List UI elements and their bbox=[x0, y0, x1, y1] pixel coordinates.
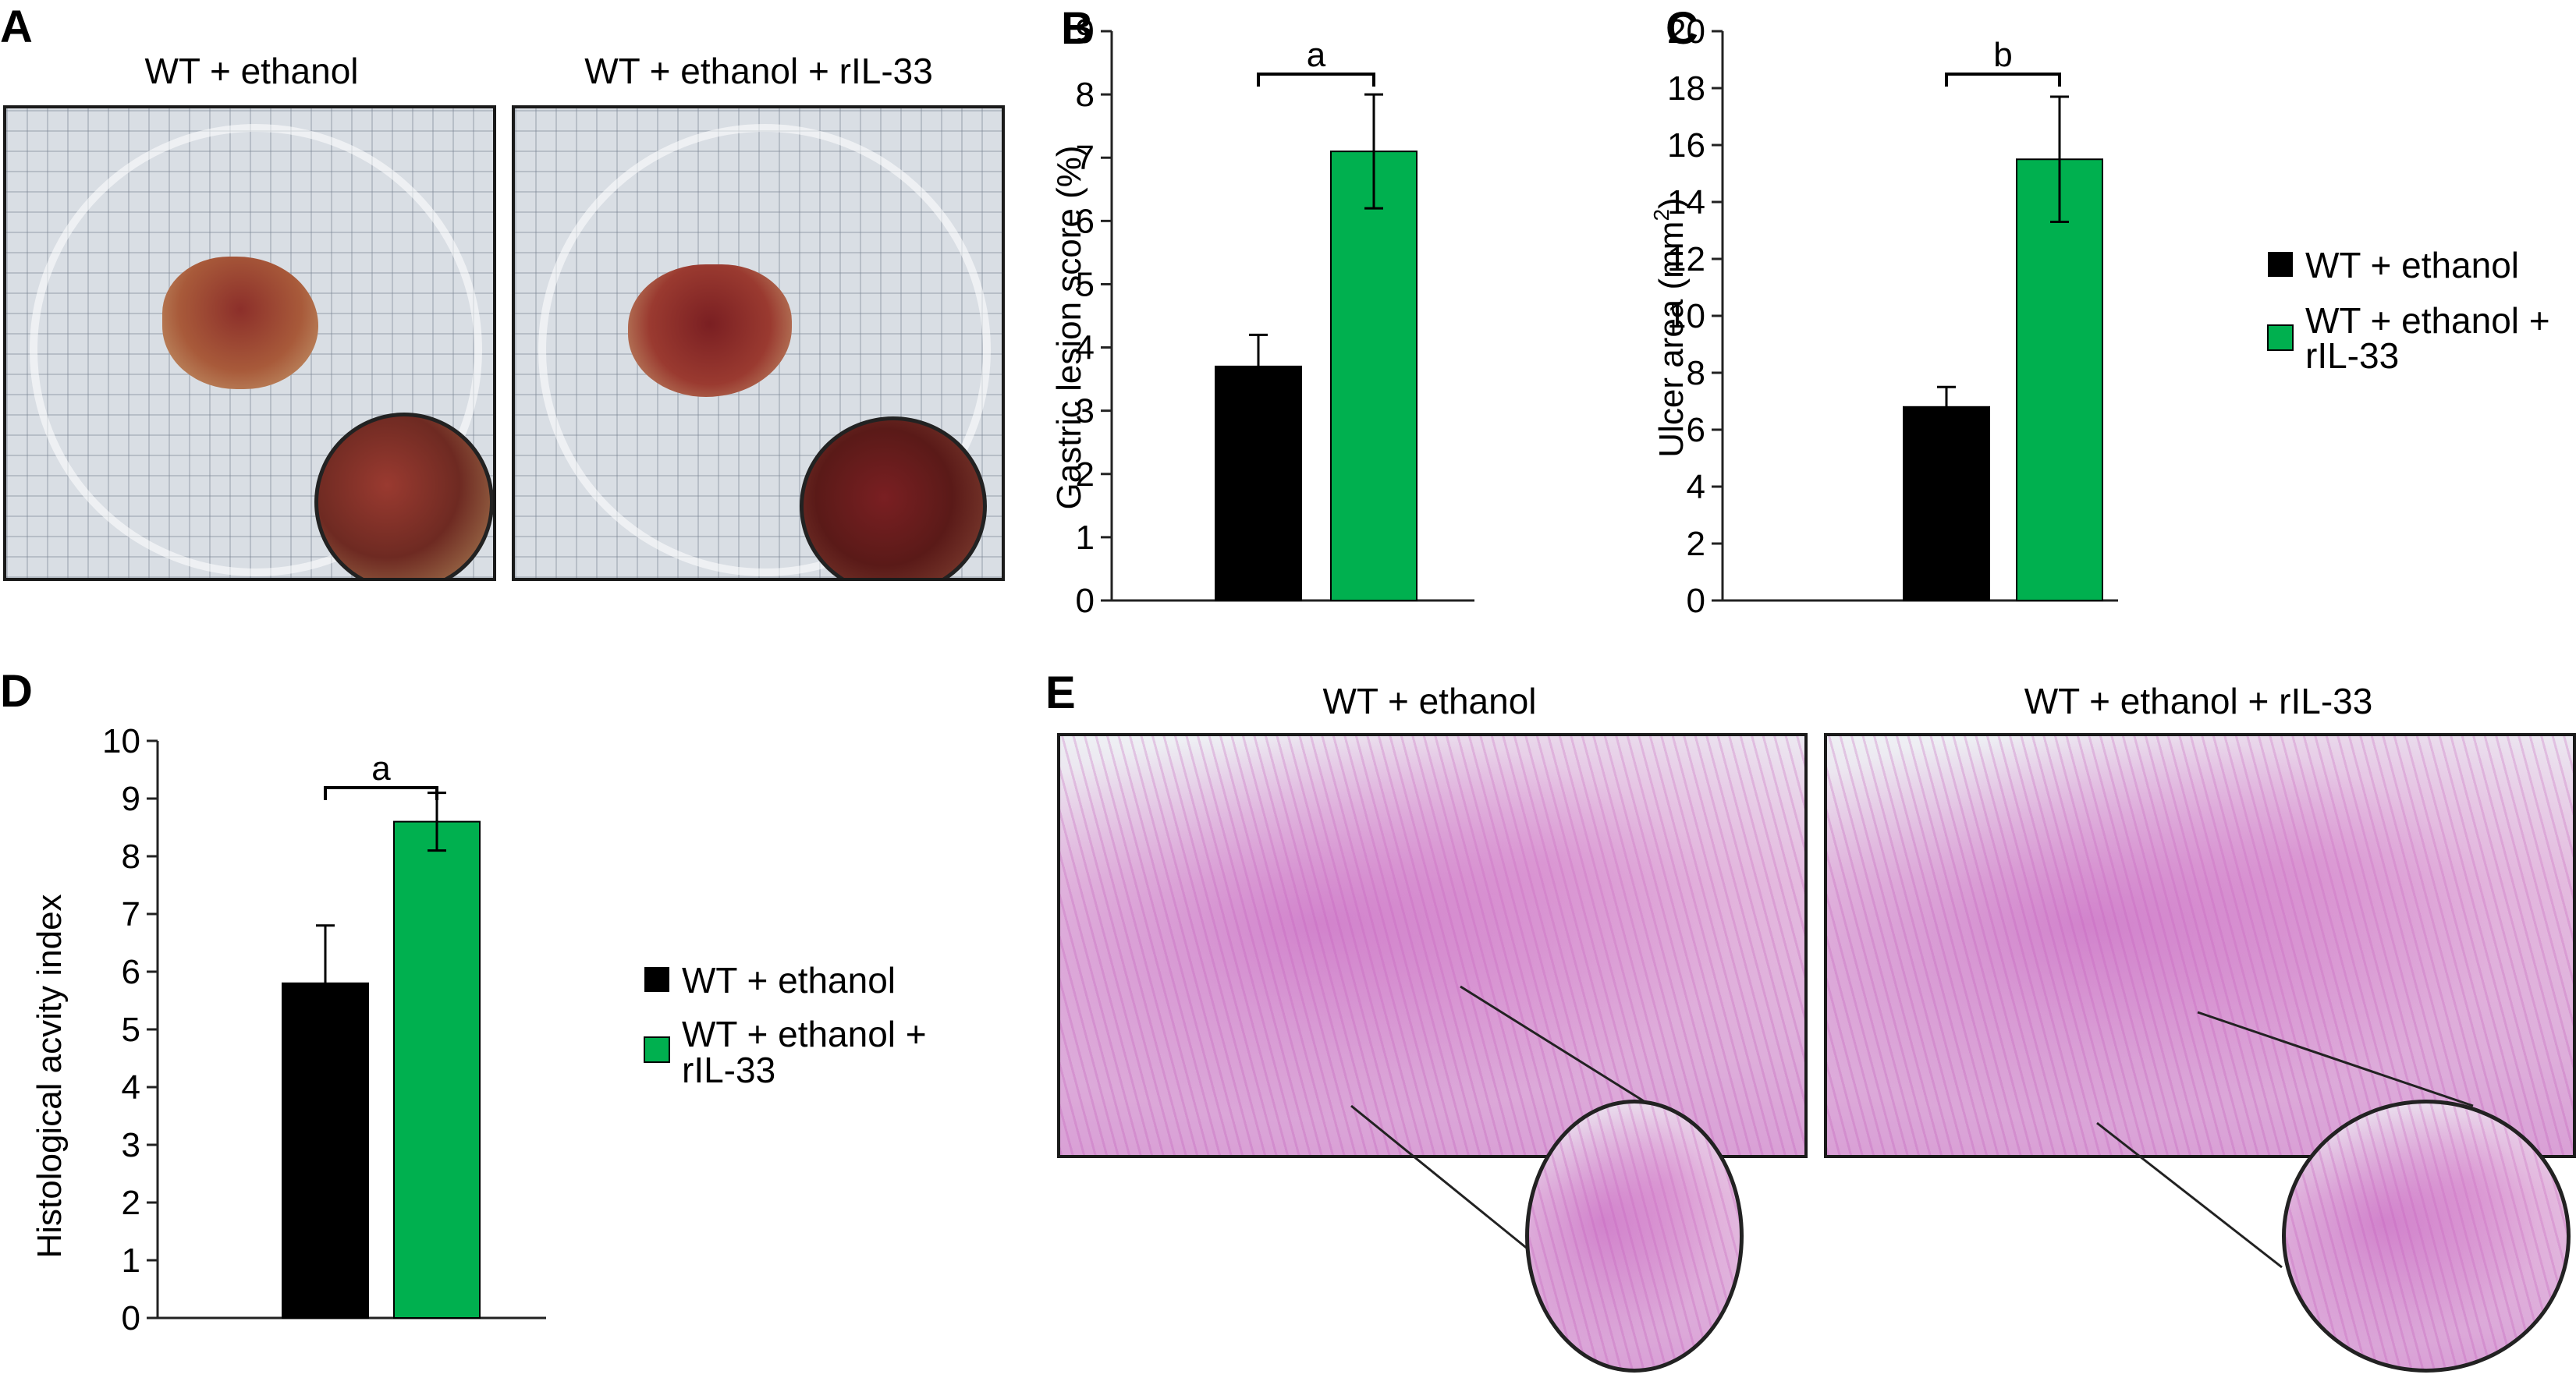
y-tick-label: 1 bbox=[122, 1242, 140, 1280]
chart-c-bar-ethanol-ril33 bbox=[2016, 158, 2103, 601]
histology-magnified-inset-ethanol bbox=[1525, 1100, 1744, 1373]
legend-label-ethanol: WT + ethanol bbox=[682, 960, 896, 1001]
y-tick-label: 5 bbox=[1076, 265, 1095, 303]
chart-c-significance-label: b bbox=[1993, 36, 2012, 74]
chart-b-errorbar-ethanol bbox=[1249, 333, 1268, 399]
y-tick-label: 6 bbox=[1687, 411, 1705, 449]
legend-swatch-ethanol-ril33 bbox=[2267, 324, 2294, 351]
y-tick-label: 0 bbox=[1687, 582, 1705, 620]
legend-label-ethanol-ril33-line2: rIL-33 bbox=[2305, 335, 2399, 376]
chart-b-significance-label: a bbox=[1307, 36, 1326, 74]
legend-label-ethanol-ril33: WT + ethanol + bbox=[682, 1014, 927, 1054]
petri-dish-rim bbox=[30, 124, 482, 576]
y-tick-label: 8 bbox=[1076, 76, 1095, 114]
y-tick-label: 16 bbox=[1667, 126, 1705, 165]
stomach-photo-ethanol-ril33 bbox=[512, 105, 1005, 581]
chart-c-errorbar-ethanol-ril33 bbox=[2050, 95, 2069, 224]
y-tick-label: 4 bbox=[1076, 329, 1095, 367]
y-tick-label: 7 bbox=[122, 895, 140, 933]
y-tick-label: 7 bbox=[1076, 139, 1095, 177]
legend-swatch-ethanol bbox=[2268, 252, 2293, 277]
y-tick-label: 2 bbox=[1687, 525, 1705, 563]
y-tick-label: 2 bbox=[1076, 455, 1095, 494]
y-tick-label: 10 bbox=[102, 722, 140, 760]
chart-c-legend: WT + ethanol WT + ethanol + rIL-33 bbox=[2267, 245, 2550, 376]
stomach-tissue bbox=[162, 257, 318, 389]
panel-a-right-caption: WT + ethanol + rIL-33 bbox=[584, 51, 933, 91]
chart-d-ylabel: Histological acvity index bbox=[30, 894, 69, 1258]
chart-c: C Ulcer area (mm2) 0 2 4 6 8 10 12 14 16 18 20 b W… bbox=[1649, 3, 2550, 620]
chart-b-significance-bracket bbox=[1257, 73, 1375, 87]
chart-b-ylabel: Gastric lesion score (%) bbox=[1050, 145, 1088, 509]
zoom-line bbox=[1350, 1104, 1542, 1261]
petri-dish-rim bbox=[538, 124, 991, 576]
y-tick-label: 5 bbox=[122, 1011, 140, 1049]
y-tick-label: 20 bbox=[1667, 12, 1705, 51]
y-tick-label: 10 bbox=[1667, 297, 1705, 335]
histology-image-ethanol-ril33 bbox=[1824, 733, 2576, 1158]
chart-b-bar-ethanol-ril33 bbox=[1330, 151, 1418, 602]
chart-c-yticks: 0 2 4 6 8 10 12 14 16 18 20 bbox=[1667, 12, 1723, 620]
chart-d-significance-label: a bbox=[371, 749, 391, 788]
stomach-tissue bbox=[628, 264, 792, 397]
legend-swatch-ethanol-ril33 bbox=[644, 1036, 670, 1063]
y-tick-label: 0 bbox=[1076, 582, 1095, 620]
chart-d: D Histological acvity index 0 1 2 3 4 5 6 7 8 9 10… bbox=[0, 666, 927, 1337]
panel-c-letter: C bbox=[1666, 3, 1698, 54]
chart-c-errorbar-ethanol bbox=[1937, 385, 1956, 428]
chart-d-bar-ethanol-ril33 bbox=[393, 820, 481, 1320]
chart-b-errorbar-ethanol-ril33 bbox=[1364, 93, 1383, 210]
stomach-photo-ethanol bbox=[3, 105, 496, 581]
panel-e-left-caption: WT + ethanol bbox=[1322, 681, 1537, 721]
panel-d-letter: D bbox=[0, 666, 33, 717]
panel-e-right-caption: WT + ethanol + rIL-33 bbox=[2024, 681, 2373, 721]
y-tick-label: 12 bbox=[1667, 240, 1705, 278]
chart-d-errorbar-ethanol bbox=[316, 924, 335, 1043]
y-tick-label: 8 bbox=[122, 838, 140, 876]
panel-e-letter: E bbox=[1045, 668, 1076, 718]
y-tick-label: 6 bbox=[122, 953, 140, 991]
y-tick-label: 3 bbox=[122, 1126, 140, 1164]
zoom-line bbox=[1460, 985, 1655, 1109]
panel-b-letter: B bbox=[1061, 3, 1094, 54]
chart-c-bar-ethanol bbox=[1903, 406, 1990, 601]
panel-a-letter: A bbox=[0, 2, 33, 52]
y-tick-label: 2 bbox=[122, 1184, 140, 1222]
zoom-line bbox=[2096, 1121, 2283, 1269]
y-tick-label: 9 bbox=[122, 780, 140, 818]
chart-b: B Gastric lesion score (%) 0 1 2 3 4 5 6 7 8 9 a bbox=[1050, 3, 1474, 620]
y-tick-label: 4 bbox=[1687, 468, 1705, 506]
legend-label-ethanol: WT + ethanol bbox=[2305, 245, 2519, 285]
y-tick-label: 18 bbox=[1667, 69, 1705, 108]
histology-magnified-inset-ethanol-ril33 bbox=[2282, 1100, 2571, 1373]
chart-d-yticks: 0 1 2 3 4 5 6 7 8 9 10 bbox=[102, 722, 158, 1337]
chart-d-legend: WT + ethanol WT + ethanol + rIL-33 bbox=[644, 960, 927, 1090]
chart-c-ylabel: Ulcer area (mm2) bbox=[1649, 197, 1691, 457]
stomach-magnified-inset bbox=[800, 416, 987, 578]
y-tick-label: 4 bbox=[122, 1068, 140, 1107]
zoom-line bbox=[2197, 1011, 2474, 1107]
chart-d-significance-bracket bbox=[324, 786, 438, 800]
y-tick-label: 3 bbox=[1076, 392, 1095, 430]
y-tick-label: 8 bbox=[1687, 354, 1705, 392]
y-tick-label: 9 bbox=[1076, 12, 1095, 51]
legend-label-ethanol-ril33: WT + ethanol + bbox=[2305, 300, 2550, 341]
histology-image-ethanol bbox=[1057, 733, 1808, 1158]
legend-swatch-ethanol bbox=[644, 967, 669, 992]
chart-c-significance-bracket bbox=[1945, 73, 2061, 87]
y-tick-label: 0 bbox=[122, 1299, 140, 1337]
legend-label-ethanol-ril33-line2: rIL-33 bbox=[682, 1050, 775, 1090]
y-tick-label: 14 bbox=[1667, 183, 1705, 221]
chart-b-bar-ethanol bbox=[1215, 365, 1302, 601]
y-tick-label: 1 bbox=[1076, 519, 1095, 557]
panel-a-left-caption: WT + ethanol bbox=[144, 51, 359, 91]
stomach-magnified-inset bbox=[314, 413, 493, 578]
y-tick-label: 6 bbox=[1076, 202, 1095, 240]
chart-b-yticks: 0 1 2 3 4 5 6 7 8 9 bbox=[1076, 12, 1112, 620]
